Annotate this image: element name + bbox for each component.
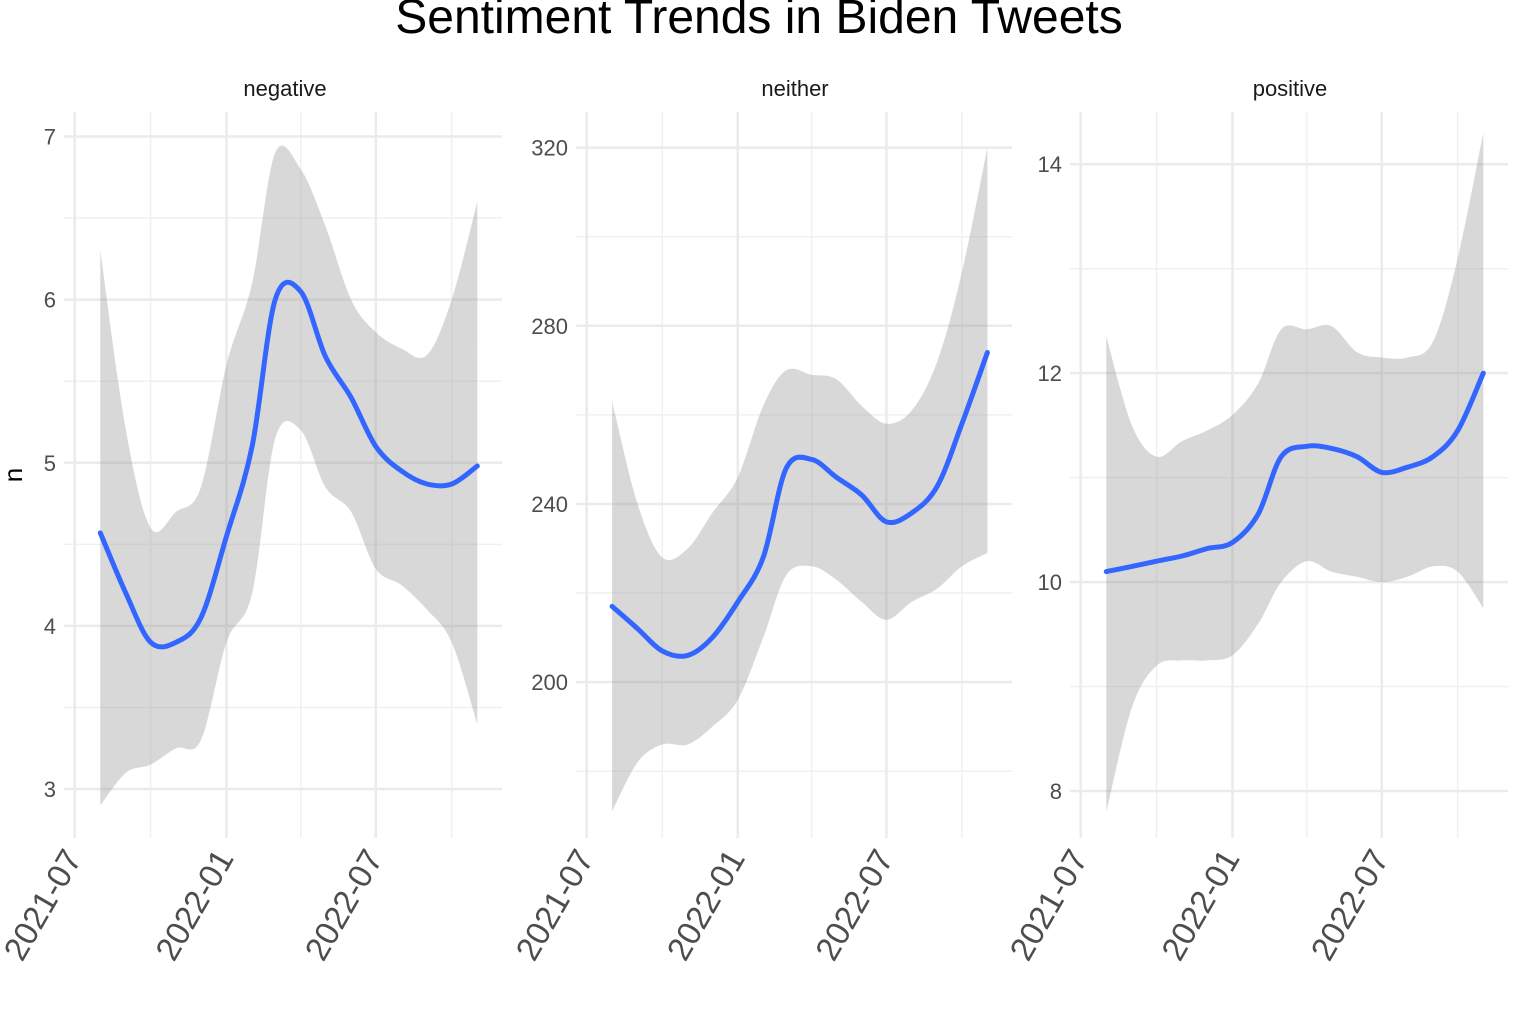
- y-tick-label: 3: [44, 777, 56, 802]
- y-tick-label: 200: [531, 670, 568, 695]
- y-tick-label: 12: [1038, 361, 1062, 386]
- x-tick-label: 2022-07: [808, 843, 901, 966]
- y-tick-label: 240: [531, 492, 568, 517]
- y-tick-label: 6: [44, 288, 56, 313]
- y-tick-label: 8: [1050, 779, 1062, 804]
- y-tick-label: 280: [531, 314, 568, 339]
- x-tick-label: 2022-07: [297, 843, 390, 966]
- facet-label-negative: negative: [243, 76, 326, 101]
- y-tick-label: 7: [44, 124, 56, 149]
- trend-line-positive: [1103, 370, 1486, 575]
- x-tick-label: 2022-01: [1154, 843, 1247, 966]
- confidence-band-positive: [1106, 132, 1484, 812]
- y-tick-label: 10: [1038, 570, 1062, 595]
- facet-label-neither: neither: [761, 76, 828, 101]
- x-tick-label: 2021-07: [0, 843, 89, 966]
- facet-label-positive: positive: [1253, 76, 1328, 101]
- y-axis-label: n: [0, 468, 28, 482]
- y-tick-label: 5: [44, 451, 56, 476]
- trend-line-neither: [609, 350, 990, 659]
- trend-line-negative: [97, 279, 480, 650]
- y-tick-label: 4: [44, 614, 56, 639]
- x-tick-label: 2021-07: [508, 843, 601, 966]
- confidence-band-neither: [612, 147, 988, 812]
- x-tick-label: 2021-07: [1002, 843, 1095, 966]
- x-tick-label: 2022-01: [659, 843, 752, 966]
- x-tick-label: 2022-07: [1303, 843, 1396, 966]
- confidence-band-negative: [100, 145, 478, 806]
- y-tick-label: 320: [531, 136, 568, 161]
- chart-title: Sentiment Trends in Biden Tweets: [395, 0, 1123, 44]
- x-tick-label: 2022-01: [148, 843, 241, 966]
- y-tick-label: 14: [1038, 152, 1062, 177]
